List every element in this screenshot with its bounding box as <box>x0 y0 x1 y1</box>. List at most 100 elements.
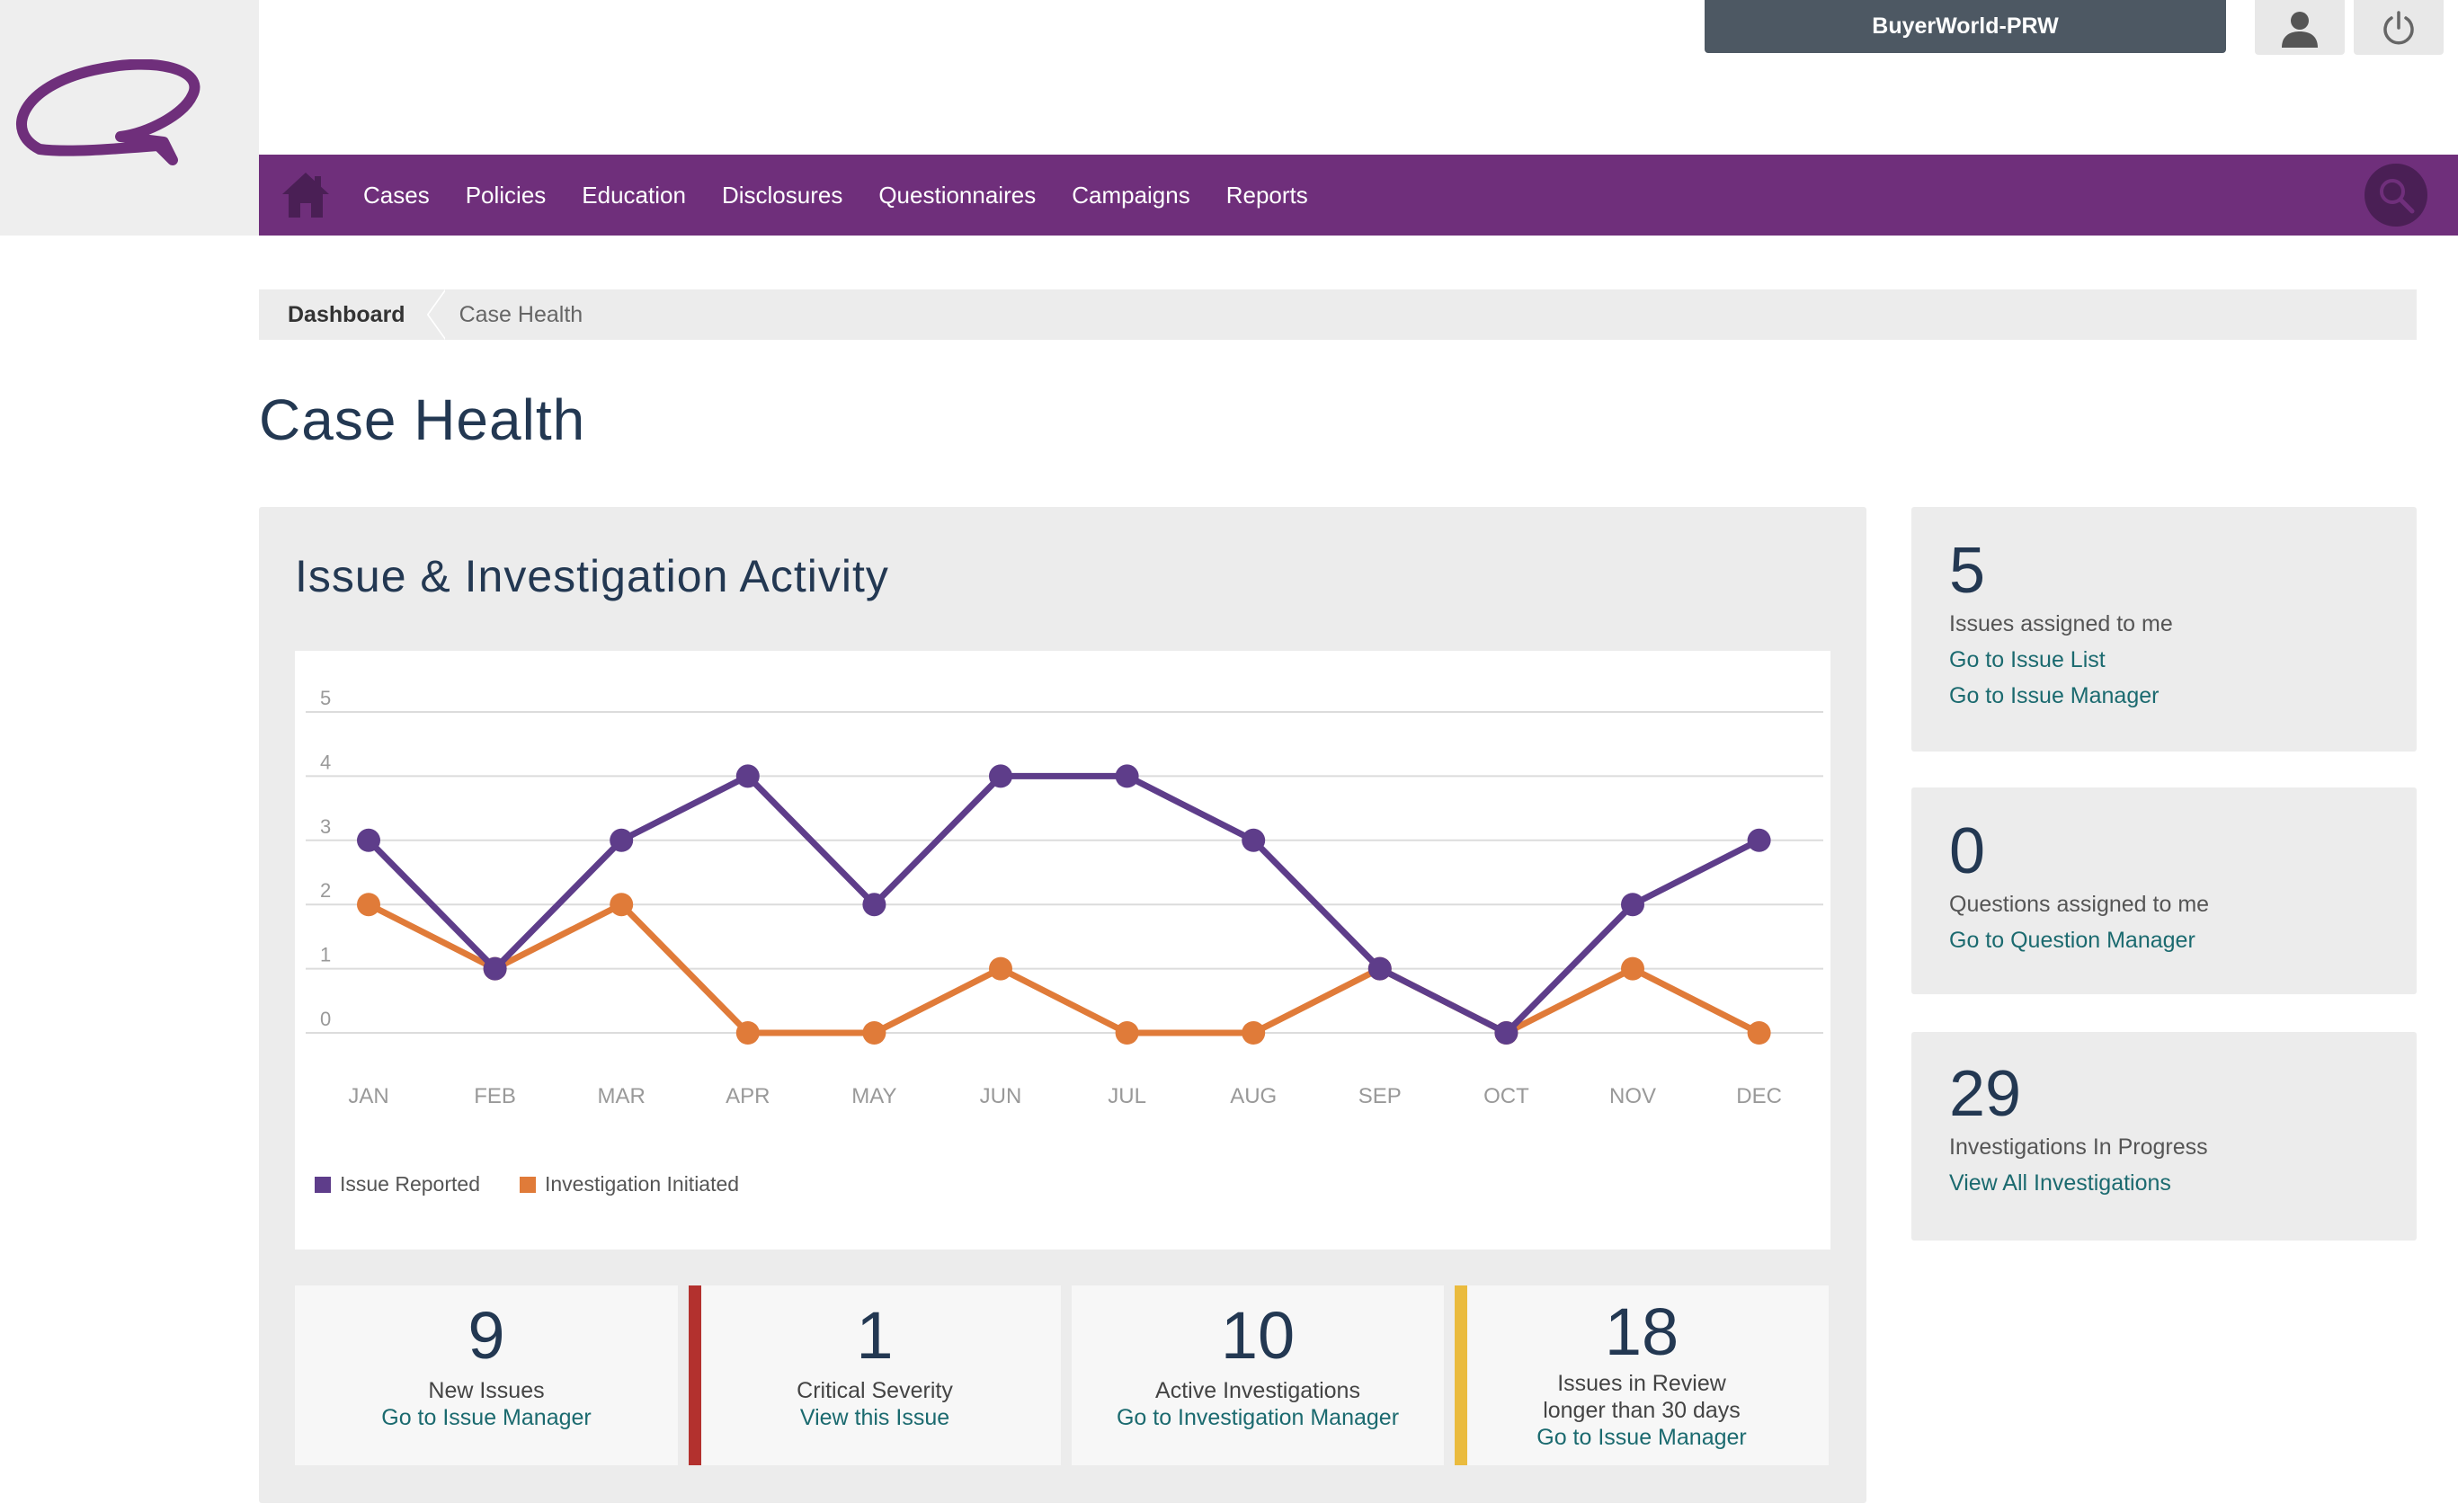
x-tick-label: MAY <box>851 1084 896 1108</box>
account-selector-button[interactable]: BuyerWorld-PRW <box>1705 0 2226 53</box>
stat-value: 10 <box>1220 1298 1296 1373</box>
data-point <box>357 828 380 852</box>
data-point <box>610 828 634 852</box>
x-tick-label: JUN <box>980 1084 1022 1108</box>
data-point <box>1747 1021 1771 1045</box>
questions-assigned-label: Questions assigned to me <box>1949 892 2210 917</box>
stat-tile-new-issues: 9 New Issues Go to Issue Manager <box>295 1285 678 1465</box>
legend-swatch <box>315 1176 331 1193</box>
stat-label: Issues in Review <box>1557 1371 1726 1396</box>
nav-questionnaires[interactable]: Questionnaires <box>878 181 1037 209</box>
investigations-in-progress-card: 29 Investigations In Progress View All I… <box>1911 1032 2417 1241</box>
data-point <box>1494 1021 1518 1045</box>
chart-legend: Issue Reported Investigation Initiated <box>315 1172 779 1196</box>
activity-panel: Issue & Investigation Activity 5 4 3 2 1 0 JAN… <box>259 507 1866 1503</box>
severity-accent-bar <box>689 1285 701 1465</box>
data-point <box>1242 1021 1266 1045</box>
x-tick-label: DEC <box>1736 1084 1782 1108</box>
data-point <box>1621 893 1644 917</box>
page-title: Case Health <box>259 387 586 452</box>
issues-assigned-count: 5 <box>1949 535 1986 607</box>
data-point <box>735 1021 760 1045</box>
legend-item-investigation-initiated[interactable]: Investigation Initiated <box>519 1172 740 1196</box>
x-tick-label: JUL <box>1108 1084 1146 1108</box>
x-tick-label: SEP <box>1358 1084 1402 1108</box>
series-line <box>366 772 1761 1036</box>
y-tick-label: 2 <box>320 879 331 902</box>
nav-policies[interactable]: Policies <box>465 181 547 209</box>
y-tick-label: 3 <box>320 815 331 838</box>
breadcrumb-current: Case Health <box>459 301 583 327</box>
data-point <box>1242 828 1266 852</box>
x-tick-label: APR <box>726 1084 770 1108</box>
issues-assigned-card: 5 Issues assigned to me Go to Issue List… <box>1911 507 2417 752</box>
activity-chart-svg: 5 4 3 2 1 0 JAN FEB MAR APR MAY JUN JUL AUG SEP OCT NOV D… <box>306 687 1823 1108</box>
activity-panel-title: Issue & Investigation Activity <box>295 551 889 601</box>
questions-assigned-count: 0 <box>1949 815 1986 887</box>
breadcrumb-dashboard-link[interactable]: Dashboard <box>259 289 445 340</box>
data-point <box>862 893 886 917</box>
go-to-issue-manager-link[interactable]: Go to Issue Manager <box>1536 1425 1747 1450</box>
user-profile-button[interactable] <box>2255 0 2345 55</box>
x-tick-label: OCT <box>1483 1084 1529 1108</box>
nav-reports[interactable]: Reports <box>1225 181 1308 209</box>
stat-label: New Issues <box>428 1378 545 1403</box>
x-tick-label: MAR <box>598 1084 646 1108</box>
stat-label: Active Investigations <box>1155 1378 1360 1403</box>
y-tick-label: 5 <box>320 687 331 709</box>
main-nav: Cases Policies Education Disclosures Que… <box>259 155 2458 236</box>
investigations-label: Investigations In Progress <box>1949 1134 2208 1160</box>
stat-value: 18 <box>1604 1294 1679 1369</box>
stat-tile-issues-in-review: 18 Issues in Review longer than 30 days … <box>1455 1285 1829 1465</box>
nav-education[interactable]: Education <box>582 181 686 209</box>
go-to-issue-manager-link[interactable]: Go to Issue Manager <box>1949 683 2160 708</box>
data-point <box>1115 1021 1139 1045</box>
nav-campaigns[interactable]: Campaigns <box>1072 181 1190 209</box>
review-accent-bar <box>1455 1285 1467 1465</box>
x-tick-label: NOV <box>1609 1084 1656 1108</box>
logo-icon <box>16 59 200 165</box>
go-to-investigation-manager-link[interactable]: Go to Investigation Manager <box>1116 1405 1400 1430</box>
data-point <box>989 764 1012 788</box>
investigations-count: 29 <box>1949 1058 2022 1130</box>
x-tick-label: AUG <box>1230 1084 1277 1108</box>
data-point <box>1747 828 1771 852</box>
search-icon <box>2380 179 2415 214</box>
legend-item-issue-reported[interactable]: Issue Reported <box>315 1172 480 1196</box>
data-point <box>357 893 380 917</box>
y-tick-label: 4 <box>320 751 331 773</box>
questions-assigned-card: 0 Questions assigned to me Go to Questio… <box>1911 787 2417 994</box>
nav-disclosures[interactable]: Disclosures <box>721 181 843 209</box>
y-tick-label: 1 <box>320 944 331 966</box>
x-tick-label: FEB <box>474 1084 516 1108</box>
logout-button[interactable] <box>2354 0 2444 55</box>
y-tick-label: 0 <box>320 1008 331 1030</box>
stat-value: 1 <box>856 1298 894 1373</box>
data-point <box>989 956 1012 981</box>
nav-cases[interactable]: Cases <box>363 181 430 209</box>
go-to-question-manager-link[interactable]: Go to Question Manager <box>1949 928 2195 953</box>
stat-tile-critical-severity: 1 Critical Severity View this Issue <box>689 1285 1061 1465</box>
stat-label: Critical Severity <box>797 1378 953 1403</box>
stat-label-secondary: longer than 30 days <box>1543 1398 1741 1423</box>
legend-label: Investigation Initiated <box>544 1172 740 1196</box>
user-icon <box>2282 11 2318 48</box>
data-point <box>862 1021 886 1045</box>
go-to-issue-list-link[interactable]: Go to Issue List <box>1949 647 2106 672</box>
data-point <box>1621 956 1644 981</box>
view-this-issue-link[interactable]: View this Issue <box>799 1405 950 1430</box>
home-button[interactable] <box>281 169 331 219</box>
data-point <box>610 893 634 917</box>
legend-label: Issue Reported <box>340 1172 480 1196</box>
search-button[interactable] <box>2364 164 2427 227</box>
data-point <box>735 764 760 788</box>
legend-swatch <box>519 1176 536 1193</box>
x-tick-label: JAN <box>348 1084 388 1108</box>
data-point <box>483 956 507 981</box>
stat-value: 9 <box>468 1298 505 1373</box>
series-line <box>367 901 1761 1036</box>
view-all-investigations-link[interactable]: View All Investigations <box>1949 1170 2171 1196</box>
go-to-issue-manager-link[interactable]: Go to Issue Manager <box>381 1405 592 1430</box>
logo[interactable] <box>0 0 259 236</box>
data-point <box>1367 956 1392 981</box>
